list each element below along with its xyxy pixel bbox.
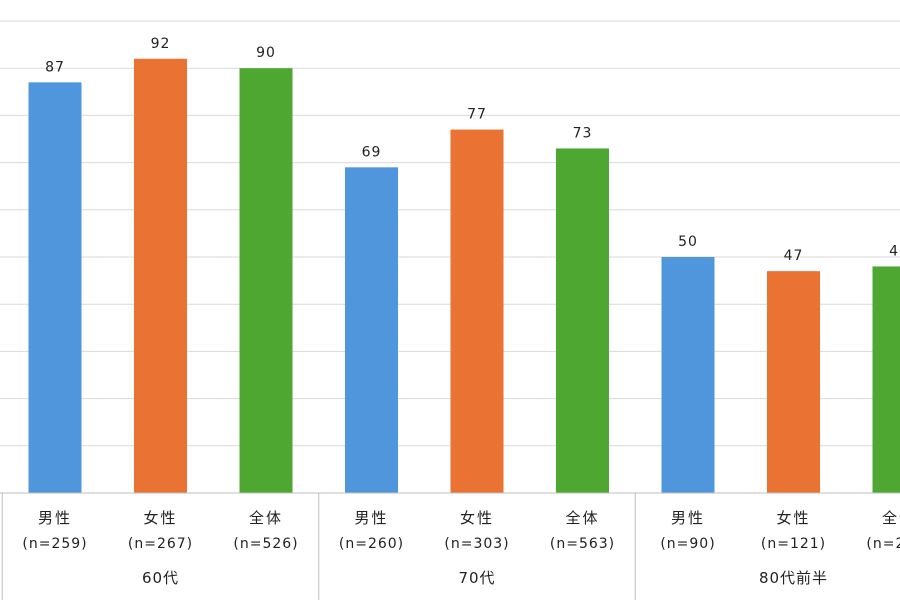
category-label: 女性 bbox=[143, 509, 177, 527]
group-label: 60代 bbox=[142, 569, 179, 587]
sample-size-label: (n=526) bbox=[233, 536, 298, 552]
bar-1-2 bbox=[134, 58, 187, 493]
sample-size-label: (n=211) bbox=[866, 536, 900, 552]
bar-2-3 bbox=[556, 148, 609, 493]
value-labels: 87 92 90 69 77 73 50 47 48 bbox=[45, 36, 900, 264]
data-label: 87 bbox=[45, 59, 65, 75]
sample-size-label: (n=121) bbox=[761, 536, 826, 552]
data-label: 47 bbox=[784, 248, 804, 264]
bar-3-1 bbox=[661, 257, 715, 493]
data-label: 90 bbox=[256, 45, 276, 61]
category-labels: 男性 (n=259) 女性 (n=267) 全体 (n=526) 男性 (n=260) 女性 (n… bbox=[22, 509, 900, 552]
data-label: 92 bbox=[151, 36, 171, 52]
group-label: 80代前半 bbox=[759, 569, 828, 587]
category-label: 全体 bbox=[249, 509, 283, 527]
group-labels: 60代 70代 80代前半 bbox=[142, 569, 828, 587]
category-label: 男性 bbox=[671, 509, 705, 527]
category-label: 男性 bbox=[354, 509, 388, 527]
sample-size-label: (n=260) bbox=[339, 536, 404, 552]
bar-series bbox=[28, 58, 900, 494]
data-label: 73 bbox=[573, 125, 593, 141]
category-label: 男性 bbox=[38, 509, 72, 527]
category-label: 全体 bbox=[565, 509, 599, 527]
sample-size-label: (n=90) bbox=[660, 536, 715, 552]
category-label: 全体 bbox=[882, 509, 900, 527]
data-label: 69 bbox=[362, 144, 382, 160]
data-label: 50 bbox=[678, 234, 698, 250]
category-label: 女性 bbox=[776, 509, 810, 527]
sample-size-label: (n=563) bbox=[550, 536, 615, 552]
bar-1-3 bbox=[239, 68, 293, 493]
bar-2-1 bbox=[345, 167, 398, 493]
sample-size-label: (n=267) bbox=[128, 536, 193, 552]
sample-size-label: (n=303) bbox=[444, 536, 509, 552]
category-axis bbox=[0, 492, 900, 600]
bar-1-1 bbox=[28, 82, 82, 494]
data-label: 77 bbox=[467, 107, 487, 123]
sample-size-label: (n=259) bbox=[22, 536, 87, 552]
data-label: 48 bbox=[889, 243, 900, 259]
bar-3-2 bbox=[767, 271, 820, 493]
category-label: 女性 bbox=[460, 509, 494, 527]
bar-3-3 bbox=[872, 266, 900, 493]
bar-2-2 bbox=[450, 129, 504, 493]
group-label: 70代 bbox=[458, 569, 495, 587]
